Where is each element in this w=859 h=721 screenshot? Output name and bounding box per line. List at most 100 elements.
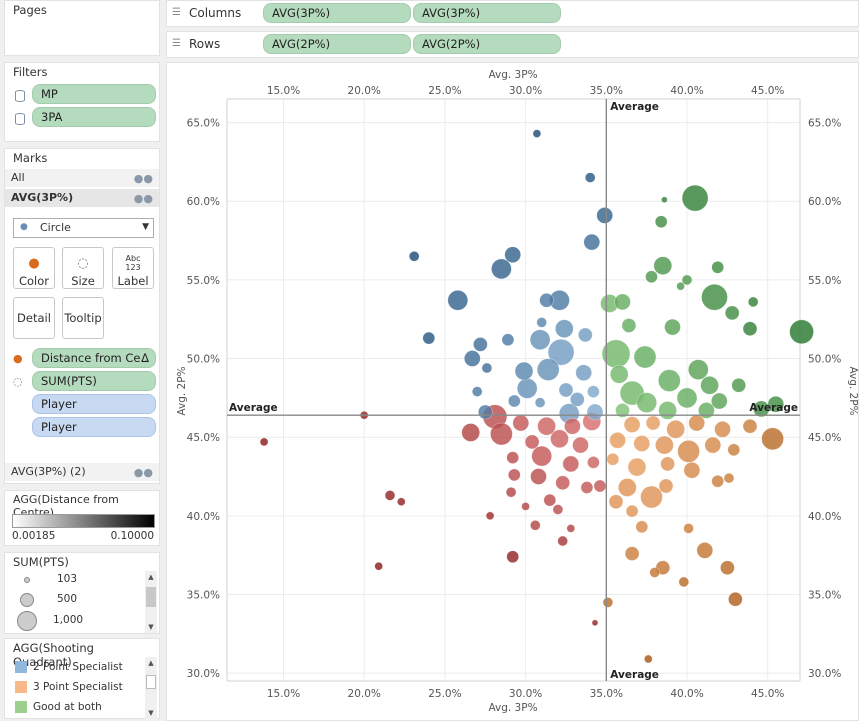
data-point: [683, 461, 701, 479]
scroll-up-icon[interactable]: ▲: [148, 573, 154, 581]
data-point: [614, 293, 631, 311]
data-point: [661, 196, 668, 203]
filters-title: Filters: [13, 65, 48, 79]
distance-min: 0.00185: [12, 530, 56, 542]
marks-card-avg3p-2[interactable]: AVG(3P%) (2) ●●: [5, 463, 159, 481]
x-tick-label-top: 15.0%: [267, 85, 300, 97]
mark-type-select[interactable]: ● Circle ▼: [13, 218, 154, 238]
data-point: [636, 392, 658, 413]
data-point: [602, 597, 614, 608]
legend-swatch: [15, 661, 27, 673]
data-point: [615, 403, 630, 418]
columns-icon: ☰: [172, 7, 181, 18]
data-point: [677, 439, 700, 463]
rows-pill-1[interactable]: AVG(2P%): [263, 34, 411, 54]
detail-button[interactable]: Detail: [13, 297, 55, 339]
data-point: [711, 261, 725, 274]
data-point: [473, 337, 488, 352]
data-point: [397, 497, 406, 507]
field-player-1[interactable]: Player: [32, 394, 156, 414]
pages-title: Pages: [13, 3, 47, 17]
data-point: [569, 392, 585, 407]
size-circle-large: [17, 611, 37, 631]
data-point: [658, 401, 677, 420]
legend-label: 3 Point Specialist: [33, 681, 123, 693]
columns-pill-1[interactable]: AVG(3P%): [263, 3, 411, 23]
x-tick-label-top: 25.0%: [428, 85, 461, 97]
data-point: [577, 327, 593, 343]
scroll-thumb[interactable]: [146, 675, 156, 689]
legend-swatch: [15, 701, 27, 713]
label-button[interactable]: Abc 123 Label: [112, 247, 154, 289]
y-tick-label-right: 55.0%: [808, 275, 841, 287]
data-point: [374, 561, 383, 571]
scroll-thumb[interactable]: [146, 587, 156, 607]
data-point: [676, 281, 685, 291]
data-point: [463, 350, 481, 367]
data-point: [447, 290, 469, 311]
size-legend: SUM(PTS) 103 500 1,000 ▲ ▼: [4, 552, 160, 634]
data-point: [727, 443, 741, 457]
columns-shelf[interactable]: ☰ Columns AVG(3P%) AVG(3P%): [166, 0, 859, 27]
data-point: [506, 550, 520, 564]
data-point: [543, 493, 557, 507]
color-button[interactable]: ● Color: [13, 247, 55, 289]
data-point: [490, 422, 513, 446]
viz-area: 15.0% 15.0% 20.0% 20.0% 25.0% 25.0% 30.0% 30.0%…: [166, 62, 859, 721]
scroll-up-icon[interactable]: ▲: [148, 659, 154, 667]
rows-shelf[interactable]: ☰ Rows AVG(2P%) AVG(2P%): [166, 31, 859, 58]
filter-3pa[interactable]: 3PA: [32, 107, 156, 127]
tooltip-button-label: Tooltip: [64, 311, 102, 325]
field-distance[interactable]: Distance from Ce.. Δ: [32, 348, 156, 368]
size-value-3: 1,000: [53, 614, 84, 626]
rows-label: Rows: [189, 37, 221, 51]
data-point: [666, 419, 686, 439]
color-button-label: Color: [18, 274, 50, 288]
tooltip-button[interactable]: Tooltip: [62, 297, 104, 339]
size-circle-small: [24, 577, 30, 583]
field-sum-pts[interactable]: SUM(PTS): [32, 371, 156, 391]
field-player-2[interactable]: Player: [32, 417, 156, 437]
marks-card-avg3p[interactable]: AVG(3P%) ●●: [5, 189, 159, 207]
data-point: [609, 431, 626, 449]
scroll-down-icon[interactable]: ▼: [148, 709, 154, 717]
data-point: [747, 296, 759, 308]
scroll-down-icon[interactable]: ▼: [148, 623, 154, 631]
data-point: [704, 436, 722, 454]
data-point: [587, 385, 600, 398]
data-point: [742, 418, 758, 434]
filter-mp[interactable]: MP: [32, 84, 156, 104]
data-point: [698, 402, 715, 419]
scatter-chart: 15.0% 15.0% 20.0% 20.0% 25.0% 25.0% 30.0% 30.0%…: [176, 69, 858, 714]
delta-icon: Δ: [141, 351, 149, 365]
size-legend-scrollbar[interactable]: ▲ ▼: [145, 571, 157, 633]
data-point: [609, 364, 629, 384]
marks-card-label: AVG(3P%): [11, 191, 74, 204]
legend-item-3pt[interactable]: 3 Point Specialist: [15, 681, 123, 693]
data-point: [564, 417, 581, 435]
size-button[interactable]: ◌ Size: [62, 247, 104, 289]
data-point: [408, 251, 420, 262]
data-point: [580, 481, 594, 494]
marks-all-row[interactable]: All ●●: [5, 169, 159, 187]
label-button-label: Label: [117, 274, 149, 288]
data-point: [504, 246, 522, 263]
data-point: [660, 456, 675, 472]
x-tick-label-bottom: 15.0%: [267, 688, 300, 700]
data-point: [534, 397, 546, 408]
data-point: [701, 283, 728, 311]
columns-pill-2[interactable]: AVG(3P%): [413, 3, 561, 23]
data-point: [384, 490, 396, 501]
data-point: [550, 429, 569, 449]
legend-item-2pt[interactable]: 2 Point Specialist: [15, 661, 123, 673]
marks-title: Marks: [13, 151, 48, 165]
rows-pill-2[interactable]: AVG(2P%): [413, 34, 561, 54]
legend-item-good[interactable]: Good at both: [15, 701, 102, 713]
x-axis-title-top: Avg. 3P%: [488, 69, 537, 81]
size-button-label: Size: [71, 274, 95, 288]
quadrant-legend-scrollbar[interactable]: ▲ ▼: [145, 657, 157, 719]
legend-label: Good at both: [33, 701, 102, 713]
data-point: [537, 416, 556, 436]
data-point: [678, 576, 690, 588]
marks-panel: Marks All ●● AVG(3P%) ●● ● Circle ▼ ● Co…: [4, 148, 160, 484]
